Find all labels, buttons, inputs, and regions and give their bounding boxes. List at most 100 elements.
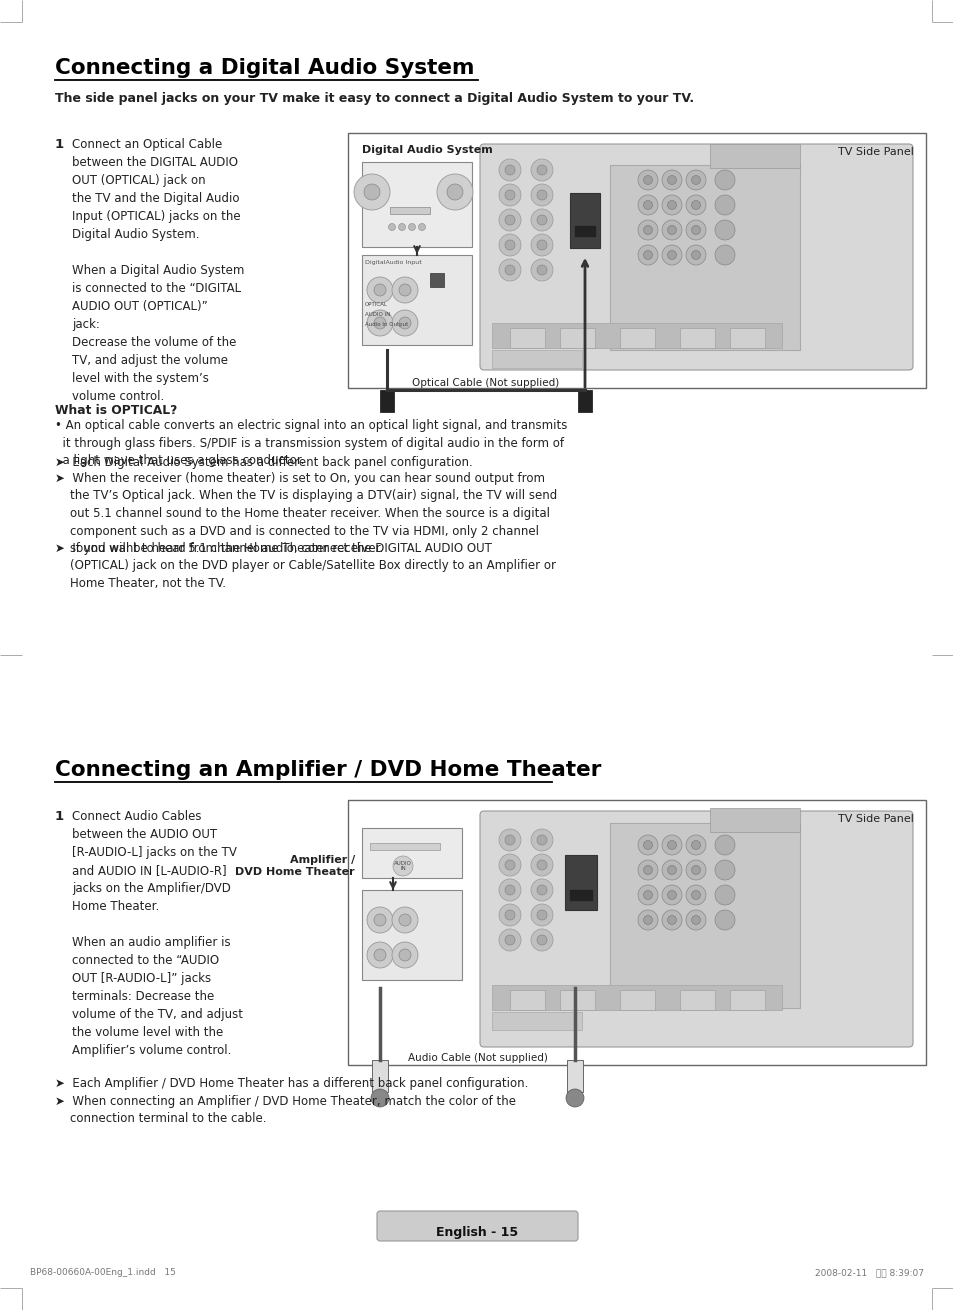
Bar xyxy=(372,1060,388,1093)
FancyBboxPatch shape xyxy=(376,1210,578,1241)
Text: Amplifier /
DVD Home Theater: Amplifier / DVD Home Theater xyxy=(235,855,355,878)
Circle shape xyxy=(498,904,520,926)
Circle shape xyxy=(367,310,393,335)
Circle shape xyxy=(531,234,553,255)
Bar xyxy=(379,390,394,413)
Circle shape xyxy=(388,224,395,231)
Circle shape xyxy=(638,886,658,905)
Circle shape xyxy=(685,245,705,265)
Circle shape xyxy=(408,224,416,231)
Circle shape xyxy=(537,886,546,895)
Bar xyxy=(609,823,800,1007)
Circle shape xyxy=(685,834,705,855)
Circle shape xyxy=(504,859,515,870)
Text: Connecting a Digital Audio System: Connecting a Digital Audio System xyxy=(55,58,474,79)
Text: AUDIO
IN: AUDIO IN xyxy=(394,861,412,871)
Circle shape xyxy=(667,891,676,900)
Bar xyxy=(559,990,595,1010)
Circle shape xyxy=(661,859,681,880)
Circle shape xyxy=(565,1089,583,1107)
Bar xyxy=(492,324,781,348)
Text: ➤  Each Digital Audio System has a different back panel configuration.: ➤ Each Digital Audio System has a differ… xyxy=(55,456,473,469)
Text: Connect an Optical Cable
between the DIGITAL AUDIO
OUT (OPTICAL) jack on
the TV : Connect an Optical Cable between the DIG… xyxy=(71,138,244,403)
Bar xyxy=(430,272,443,287)
Bar xyxy=(619,328,655,348)
Text: ➤  When connecting an Amplifier / DVD Home Theater, match the color of the
    c: ➤ When connecting an Amplifier / DVD Hom… xyxy=(55,1095,516,1125)
Bar xyxy=(729,990,764,1010)
Circle shape xyxy=(504,834,515,845)
Bar xyxy=(510,328,544,348)
Circle shape xyxy=(537,834,546,845)
Bar xyxy=(578,390,592,413)
Circle shape xyxy=(498,183,520,206)
Circle shape xyxy=(374,948,386,962)
Circle shape xyxy=(714,859,734,880)
Circle shape xyxy=(643,176,652,185)
Circle shape xyxy=(367,276,393,303)
Circle shape xyxy=(371,1089,389,1107)
Text: Digital Audio System: Digital Audio System xyxy=(361,145,493,155)
Circle shape xyxy=(398,948,411,962)
Circle shape xyxy=(436,174,473,210)
Circle shape xyxy=(504,240,515,250)
Circle shape xyxy=(531,904,553,926)
Circle shape xyxy=(537,190,546,200)
Text: Optical Cable (Not supplied): Optical Cable (Not supplied) xyxy=(412,379,559,388)
Circle shape xyxy=(643,200,652,210)
Circle shape xyxy=(504,190,515,200)
Text: 1: 1 xyxy=(55,810,64,823)
Circle shape xyxy=(531,210,553,231)
Circle shape xyxy=(643,225,652,234)
Circle shape xyxy=(393,855,413,876)
Circle shape xyxy=(398,224,405,231)
Text: AUDIO IN: AUDIO IN xyxy=(365,312,390,317)
Circle shape xyxy=(367,907,393,933)
Circle shape xyxy=(691,200,700,210)
Circle shape xyxy=(504,265,515,275)
Circle shape xyxy=(504,215,515,225)
Circle shape xyxy=(691,841,700,849)
Circle shape xyxy=(498,234,520,255)
Bar xyxy=(492,1013,581,1030)
Circle shape xyxy=(685,195,705,215)
Bar xyxy=(361,889,461,980)
Circle shape xyxy=(714,245,734,265)
Circle shape xyxy=(374,914,386,926)
Bar xyxy=(370,844,439,850)
Circle shape xyxy=(667,916,676,925)
Circle shape xyxy=(691,891,700,900)
Bar xyxy=(510,990,544,1010)
Circle shape xyxy=(638,834,658,855)
Circle shape xyxy=(504,910,515,920)
Circle shape xyxy=(685,170,705,190)
Circle shape xyxy=(661,170,681,190)
Circle shape xyxy=(667,866,676,875)
Circle shape xyxy=(498,829,520,852)
Circle shape xyxy=(392,942,417,968)
Circle shape xyxy=(354,174,390,210)
Bar xyxy=(559,328,595,348)
Circle shape xyxy=(531,854,553,876)
Circle shape xyxy=(374,317,386,329)
Circle shape xyxy=(504,165,515,176)
Bar xyxy=(709,808,800,832)
Circle shape xyxy=(638,245,658,265)
Circle shape xyxy=(392,907,417,933)
Circle shape xyxy=(643,916,652,925)
Circle shape xyxy=(661,910,681,930)
Bar xyxy=(709,144,800,168)
Circle shape xyxy=(685,886,705,905)
Text: ➤  If you want to hear 5.1 channel audio, connect the DIGITAL AUDIO OUT
    (OPT: ➤ If you want to hear 5.1 channel audio,… xyxy=(55,542,556,590)
Circle shape xyxy=(643,841,652,849)
Circle shape xyxy=(398,317,411,329)
Bar xyxy=(679,990,714,1010)
Circle shape xyxy=(661,220,681,240)
Bar xyxy=(348,800,925,1065)
Circle shape xyxy=(667,176,676,185)
Circle shape xyxy=(691,225,700,234)
Circle shape xyxy=(714,170,734,190)
FancyBboxPatch shape xyxy=(479,144,912,369)
Bar xyxy=(679,328,714,348)
Circle shape xyxy=(691,916,700,925)
Circle shape xyxy=(661,245,681,265)
